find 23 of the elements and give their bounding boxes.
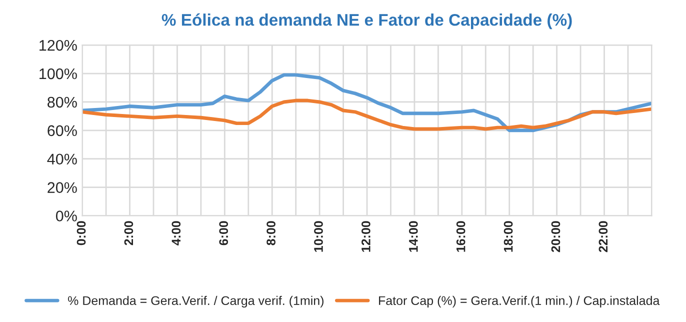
x-tick-label: 10:00 [314, 221, 323, 252]
x-tick-label: 0:00 [76, 221, 86, 246]
line-series [82, 98, 652, 131]
y-tick-label: 120% [40, 40, 77, 51]
chart-title: % Eólica na demanda NE e Fator de Capacidade (%) [162, 13, 572, 30]
y-tick-label: 0% [56, 210, 77, 222]
y-tick-label: 20% [48, 182, 77, 193]
y-tick-label: 80% [48, 96, 77, 108]
x-tick-label: 22:00 [598, 221, 608, 252]
x-tick-label: 2:00 [124, 221, 134, 246]
legend-label: Fator Cap (%) = Gera.Verif.(1 min.) / Cap.instalada [379, 296, 660, 308]
x-tick-label: 4:00 [172, 221, 181, 246]
x-tick-label: 8:00 [266, 221, 276, 246]
x-tick-label: 20:00 [551, 221, 560, 252]
x-tick-label: 12:00 [362, 221, 370, 252]
x-tick-label: 16:00 [456, 221, 466, 252]
legend-label: % Demanda = Gera.Verif. / Carga verif. (1min) [68, 296, 324, 308]
y-tick-label: 100% [40, 68, 77, 80]
x-tick-label: 18:00 [504, 221, 513, 252]
y-tick-label: 40% [47, 154, 77, 165]
y-tick-label: 60% [48, 125, 77, 136]
x-tick-label: 14:00 [408, 221, 418, 252]
x-tick-label: 6:00 [219, 221, 228, 246]
